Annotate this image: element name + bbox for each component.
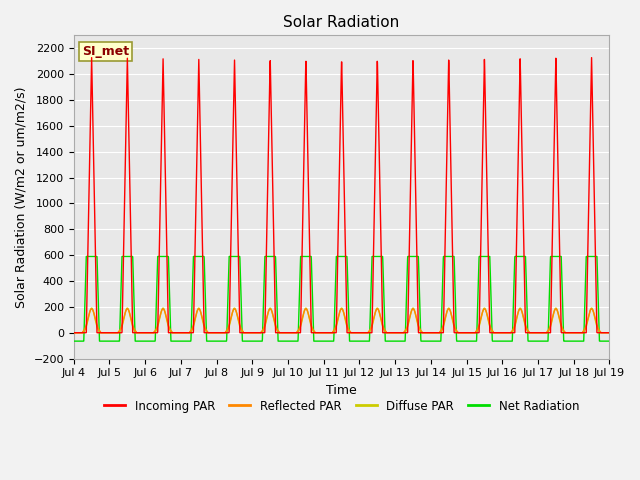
Incoming PAR [163,249,171,254]
Reflected PAR [276,330,284,336]
Net Radiation [70,338,77,344]
Reflected PAR [595,327,603,333]
Reflected PAR [538,330,545,336]
Net Radiation [538,338,545,344]
Reflected PAR [163,316,171,322]
Incoming PAR [605,330,613,336]
Diffuse PAR [595,328,603,334]
Net Radiation [163,253,171,259]
Net Radiation [595,326,603,332]
Net Radiation [131,333,139,339]
Diffuse PAR [538,330,545,336]
Net Radiation [276,338,284,344]
Diffuse PAR [163,318,171,324]
Reflected PAR [605,330,613,336]
Reflected PAR [299,314,307,320]
Diffuse PAR [131,328,139,334]
Incoming PAR [595,330,603,336]
Reflected PAR [88,306,95,312]
Diffuse PAR [276,330,284,336]
X-axis label: Time: Time [326,384,357,397]
Incoming PAR [276,330,284,336]
Incoming PAR [88,55,95,60]
Incoming PAR [131,330,139,336]
Line: Incoming PAR: Incoming PAR [74,58,609,333]
Net Radiation [83,253,90,259]
Reflected PAR [70,330,77,336]
Incoming PAR [299,225,307,231]
Diffuse PAR [605,330,613,336]
Title: Solar Radiation: Solar Radiation [284,15,400,30]
Diffuse PAR [88,305,95,311]
Incoming PAR [538,330,545,336]
Diffuse PAR [299,315,307,321]
Y-axis label: Solar Radiation (W/m2 or um/m2/s): Solar Radiation (W/m2 or um/m2/s) [15,86,28,308]
Diffuse PAR [70,330,77,336]
Net Radiation [299,253,307,259]
Incoming PAR [70,330,77,336]
Line: Reflected PAR: Reflected PAR [74,309,609,333]
Line: Net Radiation: Net Radiation [74,256,609,341]
Line: Diffuse PAR: Diffuse PAR [74,308,609,333]
Legend: Incoming PAR, Reflected PAR, Diffuse PAR, Net Radiation: Incoming PAR, Reflected PAR, Diffuse PAR… [99,395,584,417]
Reflected PAR [131,327,139,333]
Net Radiation [605,338,613,344]
Text: SI_met: SI_met [82,45,129,58]
